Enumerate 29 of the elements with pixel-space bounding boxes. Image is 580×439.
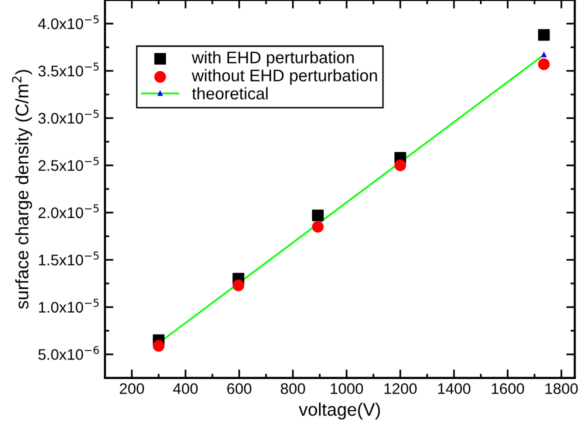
legend-label: with EHD perturbation	[192, 51, 354, 67]
x-tick-label: 200	[120, 383, 144, 394]
point	[312, 220, 324, 233]
y-tick-label: 2.5x10$^{−5}$	[38, 157, 99, 171]
point	[538, 29, 550, 41]
x-tick-label: 400	[173, 383, 198, 394]
y-tick-label: 1.5x10$^{−5}$	[38, 252, 99, 266]
legend-label: without EHD perturbation	[192, 69, 377, 85]
point	[394, 160, 406, 172]
y-tick-label: 4.0x10$^{−5}$	[38, 15, 99, 30]
x-tick-label: 1800	[546, 383, 578, 394]
legend-label: theoretical	[192, 87, 268, 100]
x-tick-label: 1000	[330, 383, 363, 394]
x-axis-title: voltage(V)	[298, 402, 380, 420]
y-tick-label: 2.0x10$^{−5}$	[38, 204, 99, 218]
y-axis-title: surface charge density (C/m$^{2}$)	[12, 70, 32, 309]
point	[232, 280, 244, 292]
x-tick-label: 1400	[438, 383, 470, 394]
y-tick-label: 5.0x10$^{−6}$	[38, 346, 99, 360]
y-tick-label: 3.0x10$^{−5}$	[38, 110, 99, 124]
point	[152, 340, 165, 352]
point	[312, 210, 324, 222]
x-tick-label: 1200	[384, 383, 417, 394]
y-tick-label: 1.0x10$^{−5}$	[38, 298, 99, 313]
x-tick-label: 1600	[492, 383, 524, 394]
x-tick-label: 600	[227, 383, 252, 394]
x-tick-label: 800	[280, 383, 306, 394]
y-tick-label: 3.5x10$^{−5}$	[38, 62, 99, 76]
point	[538, 58, 550, 70]
